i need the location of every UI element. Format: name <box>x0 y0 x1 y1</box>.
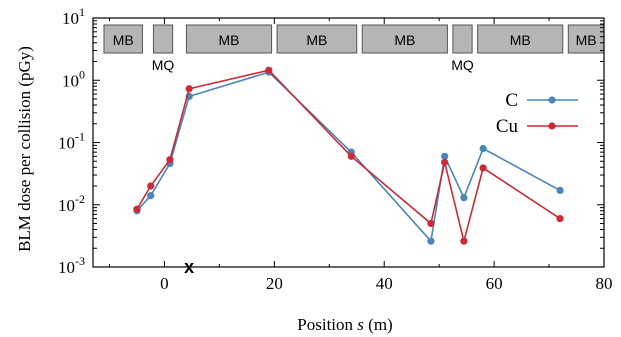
series-point-Cu-3 <box>185 85 193 93</box>
series-point-C-10 <box>556 186 564 195</box>
element-label-2: MB <box>218 32 239 48</box>
element-label-0: MB <box>113 32 134 48</box>
x-axis-label: Position s (m) <box>297 315 392 334</box>
series-point-C-9 <box>479 144 487 153</box>
element-box-2 <box>185 24 273 54</box>
x-tick-label-3: 60 <box>486 274 503 293</box>
y-tick-label-2: 10-1 <box>58 130 85 153</box>
series-point-Cu-8 <box>460 237 468 245</box>
element-box-5 <box>452 24 473 54</box>
x-tick-label-2: 40 <box>376 274 393 293</box>
ticks-layer: 0 20 40 60 80 10-3 10-2 10-1 100 101 <box>58 5 613 293</box>
element-label-3: MB <box>306 32 327 48</box>
x-tick-label-1: 20 <box>266 274 283 293</box>
element-box-3 <box>276 24 358 54</box>
element-label-7: MB <box>576 32 597 48</box>
series-point-C-1 <box>147 192 155 200</box>
series-point-Cu-2 <box>166 156 174 164</box>
series-point-C-7 <box>441 152 449 160</box>
legend-label-Cu: Cu <box>496 116 519 137</box>
series-point-Cu-9 <box>479 164 487 172</box>
element-box-7 <box>567 24 605 54</box>
element-box-1 <box>152 24 174 54</box>
element-label-6: MB <box>510 32 531 48</box>
legend-marker-Cu <box>548 122 556 130</box>
series-point-Cu-5 <box>347 152 355 160</box>
legend-marker-C <box>548 96 556 104</box>
y-tick-label-3: 100 <box>62 67 85 90</box>
series-point-Cu-1 <box>147 182 155 190</box>
series-point-Cu-0 <box>133 205 141 213</box>
series-point-Cu-4 <box>265 66 273 74</box>
element-label-5: MQ <box>451 57 474 73</box>
y-axis-label: BLM dose per collision (pGy) <box>15 46 34 252</box>
series-point-Cu-10 <box>556 214 564 223</box>
series-point-Cu-6 <box>427 219 435 228</box>
y-tick-label-4: 101 <box>62 5 85 28</box>
series-point-C-6 <box>427 237 435 245</box>
series-point-Cu-7 <box>441 158 449 166</box>
x-tick-label-4: 80 <box>596 274 613 293</box>
y-tick-label-0: 10-3 <box>58 254 85 277</box>
element-box-6 <box>477 24 564 54</box>
element-box-4 <box>361 24 448 54</box>
beamline-elements: MB MQ MB MB MB MQ MB MB <box>103 24 605 73</box>
series-point-C-8 <box>460 194 468 202</box>
element-label-1: MQ <box>152 57 175 73</box>
x-tick-label-0: 0 <box>160 274 169 293</box>
element-box-0 <box>103 24 143 54</box>
legend-label-C: C <box>505 90 518 111</box>
y-tick-label-1: 10-2 <box>58 192 85 215</box>
element-label-4: MB <box>394 32 415 48</box>
legend-box <box>480 82 582 140</box>
plot-frame <box>92 17 605 268</box>
legend: C Cu <box>480 82 582 140</box>
